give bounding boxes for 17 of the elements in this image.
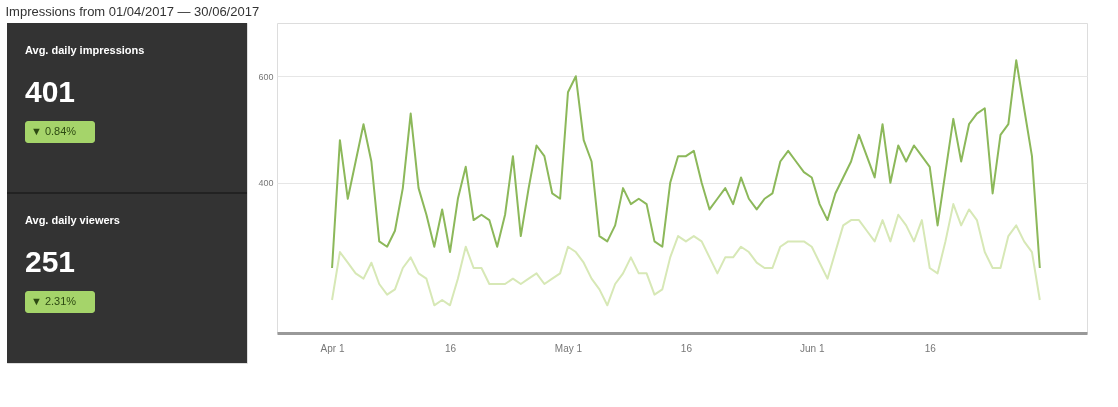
text: 401: [25, 75, 76, 108]
line-series: [331, 203, 1041, 307]
x-tick-label: 16: [680, 342, 693, 354]
x-tick-label: Apr 1: [320, 342, 345, 354]
x-tick-label: May 1: [554, 342, 583, 354]
line-series: [331, 59, 1041, 270]
y-tick-label: 600: [258, 71, 274, 82]
text: Impressions from 01/04/2017 — 30/06/2017: [5, 3, 260, 19]
x-tick-label: 16: [444, 342, 457, 354]
text: ▼ 2.31%: [31, 295, 77, 307]
text: Avg. daily impressions: [25, 44, 145, 56]
x-tick-label: 16: [924, 342, 937, 354]
x-tick-label: Jun 1: [800, 342, 825, 354]
text: 251: [25, 245, 76, 278]
text: Avg. daily viewers: [25, 214, 120, 226]
y-tick-label: 400: [258, 178, 274, 189]
text: ▼ 0.84%: [31, 125, 77, 137]
